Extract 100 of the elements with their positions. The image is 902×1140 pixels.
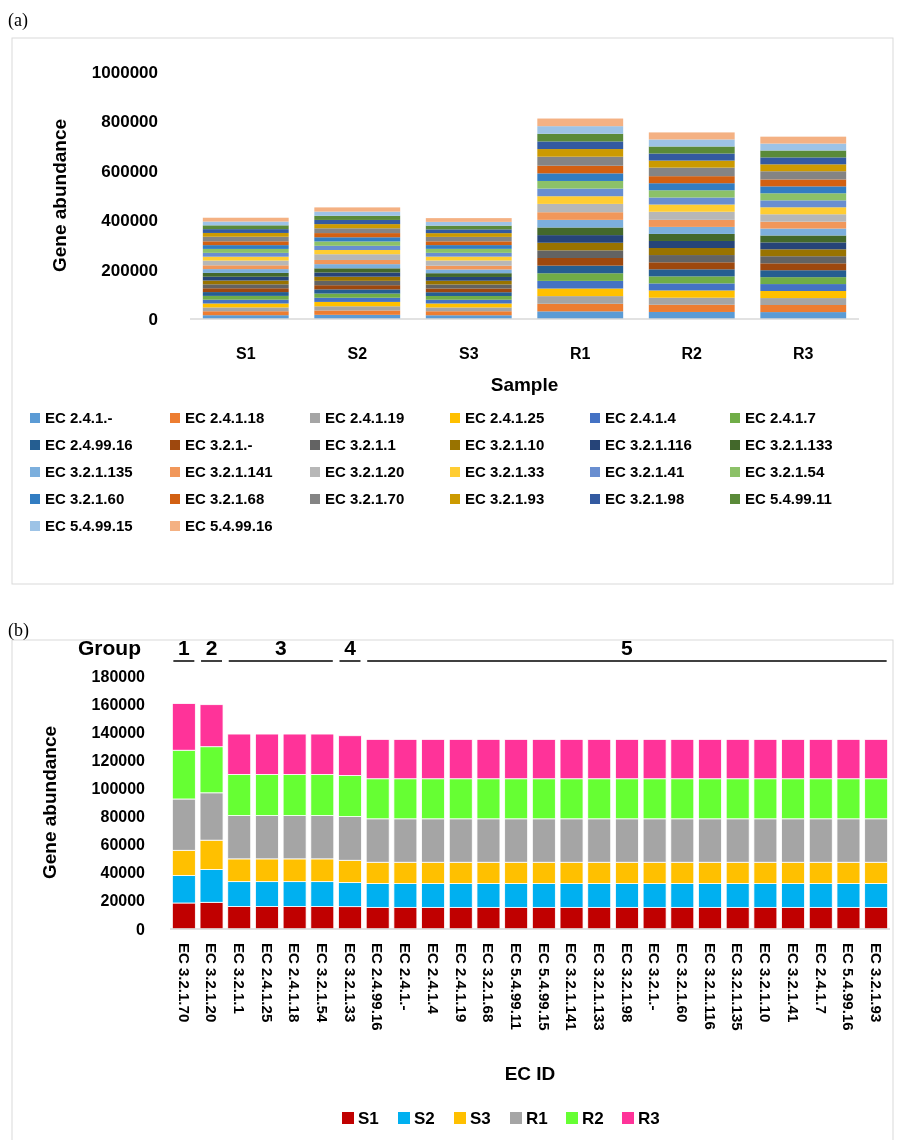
bar [760, 179, 847, 187]
legend-label: EC 2.4.1.19 [325, 409, 405, 427]
bar [314, 241, 401, 246]
bar [425, 295, 512, 300]
bar [760, 193, 847, 201]
y-tick-label: 0 [148, 309, 158, 329]
bar [314, 306, 401, 311]
bar [425, 241, 512, 246]
bar [202, 245, 289, 249]
legend-label: EC 3.2.1.68 [185, 490, 265, 508]
bar [425, 236, 512, 242]
bar [202, 232, 289, 237]
y-tick-label: 140000 [91, 723, 146, 741]
text: (a) [8, 10, 28, 31]
legend-label: R2 [582, 1108, 604, 1128]
bar [314, 285, 401, 290]
x-tick-label: EC 3.2.1.133 [590, 943, 608, 1031]
bar [760, 290, 847, 299]
legend-label: EC 2.4.1.7 [745, 409, 816, 427]
bar [648, 139, 735, 147]
bar [760, 277, 847, 285]
x-axis-title: Sample [490, 374, 559, 395]
bar [648, 219, 735, 227]
legend-label: EC 2.4.1.4 [605, 409, 677, 427]
bar [537, 257, 624, 266]
bar [760, 263, 847, 271]
bar [314, 268, 401, 273]
x-tick-label: EC 3.2.1.20 [203, 943, 221, 1023]
legend-label: EC 3.2.1.133 [745, 436, 833, 454]
bar [314, 276, 401, 281]
x-tick-label: EC 3.2.1.1 [230, 943, 248, 1014]
y-axis-title: Gene abundance [49, 118, 70, 273]
y-tick-label: 40000 [100, 864, 146, 882]
bar [202, 241, 289, 246]
bar [648, 240, 735, 249]
x-tick-label: R1 [570, 344, 591, 362]
y-tick-label: 0 [136, 920, 146, 938]
bar [537, 188, 624, 197]
legend-label: EC 3.2.1.98 [605, 490, 685, 508]
bar [314, 280, 401, 286]
bar [314, 224, 401, 229]
bar [425, 276, 512, 281]
x-tick-label: EC 2.4.1.- [397, 943, 415, 1011]
legend-label: R3 [638, 1108, 660, 1128]
bar [202, 307, 289, 312]
x-tick-label: EC 2.4.1.4 [424, 943, 442, 1015]
bar [425, 229, 512, 234]
bar [314, 215, 401, 220]
legend-label: EC 3.2.1.20 [325, 463, 405, 481]
legend-label: EC 3.2.1.41 [605, 463, 685, 481]
bar [760, 157, 847, 165]
bar [314, 289, 401, 294]
x-tick-label: EC 5.4.99.15 [535, 943, 553, 1031]
bar [314, 207, 401, 212]
bar [202, 252, 289, 257]
bar [760, 136, 847, 144]
bar [202, 311, 289, 316]
x-tick-label: EC 3.2.1.60 [674, 943, 692, 1023]
bar [425, 221, 512, 226]
bar [202, 225, 289, 230]
bar [648, 160, 735, 168]
bar [648, 283, 735, 291]
x-tick-label: EC 2.4.1.25 [258, 943, 276, 1023]
y-tick-label: 400000 [101, 211, 158, 231]
bar [314, 301, 401, 307]
bar [760, 235, 847, 243]
legend-label: EC 2.4.1.- [45, 409, 113, 427]
bar [537, 219, 624, 228]
text: Group [78, 636, 141, 659]
legend-label: EC 3.2.1.135 [45, 463, 133, 481]
bar [202, 276, 289, 281]
bar [648, 248, 735, 256]
bar [648, 262, 735, 270]
bar [314, 254, 401, 260]
x-tick-label: EC 3.2.1.116 [701, 943, 719, 1030]
bar [314, 272, 401, 277]
bar [760, 171, 847, 180]
legend-label: EC 5.4.99.16 [185, 517, 273, 535]
legend-label: S2 [414, 1108, 435, 1128]
bar [537, 235, 624, 243]
y-tick-label: 60000 [100, 836, 146, 854]
bar [425, 284, 512, 289]
legend-label: EC 2.4.1.25 [465, 409, 545, 427]
bar [537, 196, 624, 204]
bar [760, 256, 847, 264]
bar [760, 207, 847, 215]
x-tick-label: EC 3.2.1.70 [175, 943, 193, 1023]
y-tick-label: 180000 [91, 667, 146, 685]
bar [425, 273, 512, 277]
bar [425, 307, 512, 312]
bar [760, 284, 847, 291]
bar [760, 298, 847, 305]
x-tick-label: EC 3.2.1.54 [314, 943, 332, 1023]
bar [314, 219, 401, 225]
bar [537, 280, 624, 289]
x-tick-label: EC 3.2.1.10 [757, 943, 775, 1023]
y-tick-label: 800000 [101, 112, 158, 132]
bar [425, 256, 512, 261]
bar [314, 264, 401, 269]
bar [425, 303, 512, 308]
